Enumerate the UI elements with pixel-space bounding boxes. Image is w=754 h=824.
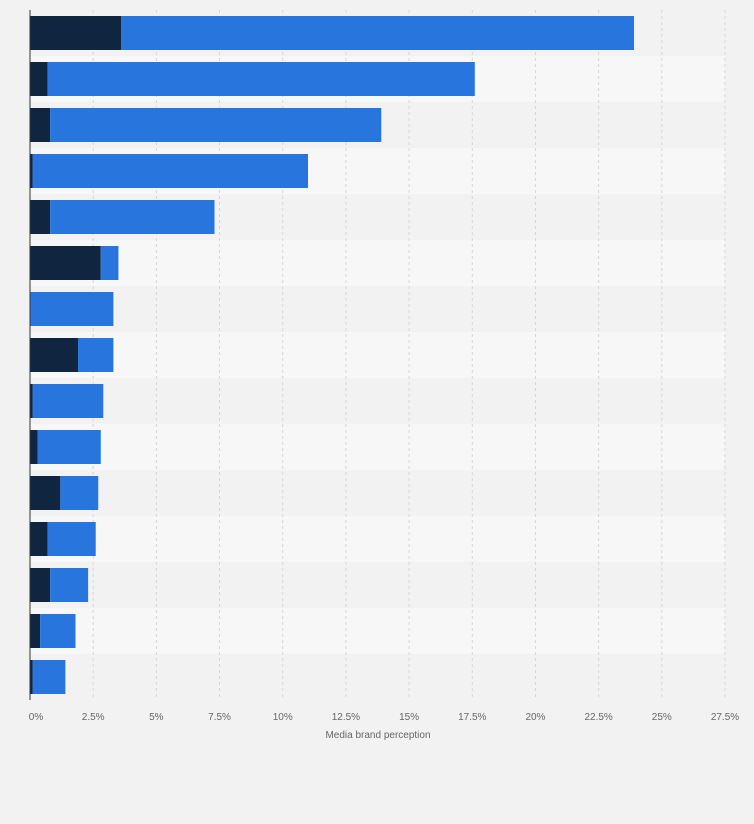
row-band: [30, 470, 725, 516]
bar-segment-series-1[interactable]: [30, 338, 79, 372]
x-tick-label: 10%: [273, 712, 293, 723]
row-band: [30, 654, 725, 700]
bar-segment-series-2[interactable]: [100, 246, 119, 280]
row-band: [30, 332, 725, 378]
bars: [30, 16, 635, 694]
bar-segment-series-1[interactable]: [30, 16, 121, 50]
bar-segment-series-2[interactable]: [50, 108, 382, 142]
x-tick-label: 25%: [652, 712, 672, 723]
x-tick-label: 2.5%: [82, 712, 105, 723]
row-band: [30, 424, 725, 470]
x-tick-label: 12.5%: [332, 712, 360, 723]
bar-segment-series-2[interactable]: [60, 476, 99, 510]
x-tick-label: 17.5%: [458, 712, 486, 723]
bar-segment-series-1[interactable]: [30, 246, 101, 280]
row-band: [30, 286, 725, 332]
x-tick-label: 5%: [149, 712, 164, 723]
bar-segment-series-1[interactable]: [30, 108, 51, 142]
x-tick-label: 7.5%: [208, 712, 231, 723]
bar-segment-series-1[interactable]: [30, 476, 61, 510]
bar-segment-series-2[interactable]: [40, 614, 76, 648]
bar-segment-series-2[interactable]: [47, 522, 96, 556]
x-axis-ticks: 0% 2.5% 5% 7.5% 10% 12.5% 15% 17.5% 20% 22.5% 25% 2…: [29, 712, 740, 723]
bar-segment-series-2[interactable]: [32, 384, 104, 418]
bar-segment-series-1[interactable]: [30, 62, 48, 96]
x-axis-label: Media brand perception: [325, 730, 430, 741]
bar-segment-series-1[interactable]: [30, 200, 51, 234]
bar-segment-series-2[interactable]: [47, 62, 475, 96]
x-tick-label: 27.5%: [711, 712, 739, 723]
bar-segment-series-1[interactable]: [30, 384, 33, 418]
bar-segment-series-1[interactable]: [30, 430, 38, 464]
bar-segment-series-1[interactable]: [30, 522, 48, 556]
bar-segment-series-2[interactable]: [78, 338, 114, 372]
x-tick-label: 0%: [29, 712, 44, 723]
bar-segment-series-2[interactable]: [50, 200, 215, 234]
bar-segment-series-2[interactable]: [32, 154, 308, 188]
bar-segment-series-2[interactable]: [50, 568, 89, 602]
bar-segment-series-1[interactable]: [30, 660, 33, 694]
bar-segment-series-2[interactable]: [37, 430, 101, 464]
row-band: [30, 240, 725, 286]
bar-segment-series-1[interactable]: [30, 568, 51, 602]
bar-segment-series-2[interactable]: [30, 292, 114, 326]
bar-segment-series-2[interactable]: [32, 660, 66, 694]
bar-segment-series-1[interactable]: [30, 154, 33, 188]
row-band: [30, 562, 725, 608]
row-band: [30, 608, 725, 654]
x-tick-label: 15%: [399, 712, 419, 723]
bar-segment-series-2[interactable]: [120, 16, 635, 50]
x-tick-label: 22.5%: [584, 712, 612, 723]
bar-segment-series-1[interactable]: [30, 614, 41, 648]
row-band: [30, 378, 725, 424]
x-tick-label: 20%: [525, 712, 545, 723]
row-band: [30, 516, 725, 562]
